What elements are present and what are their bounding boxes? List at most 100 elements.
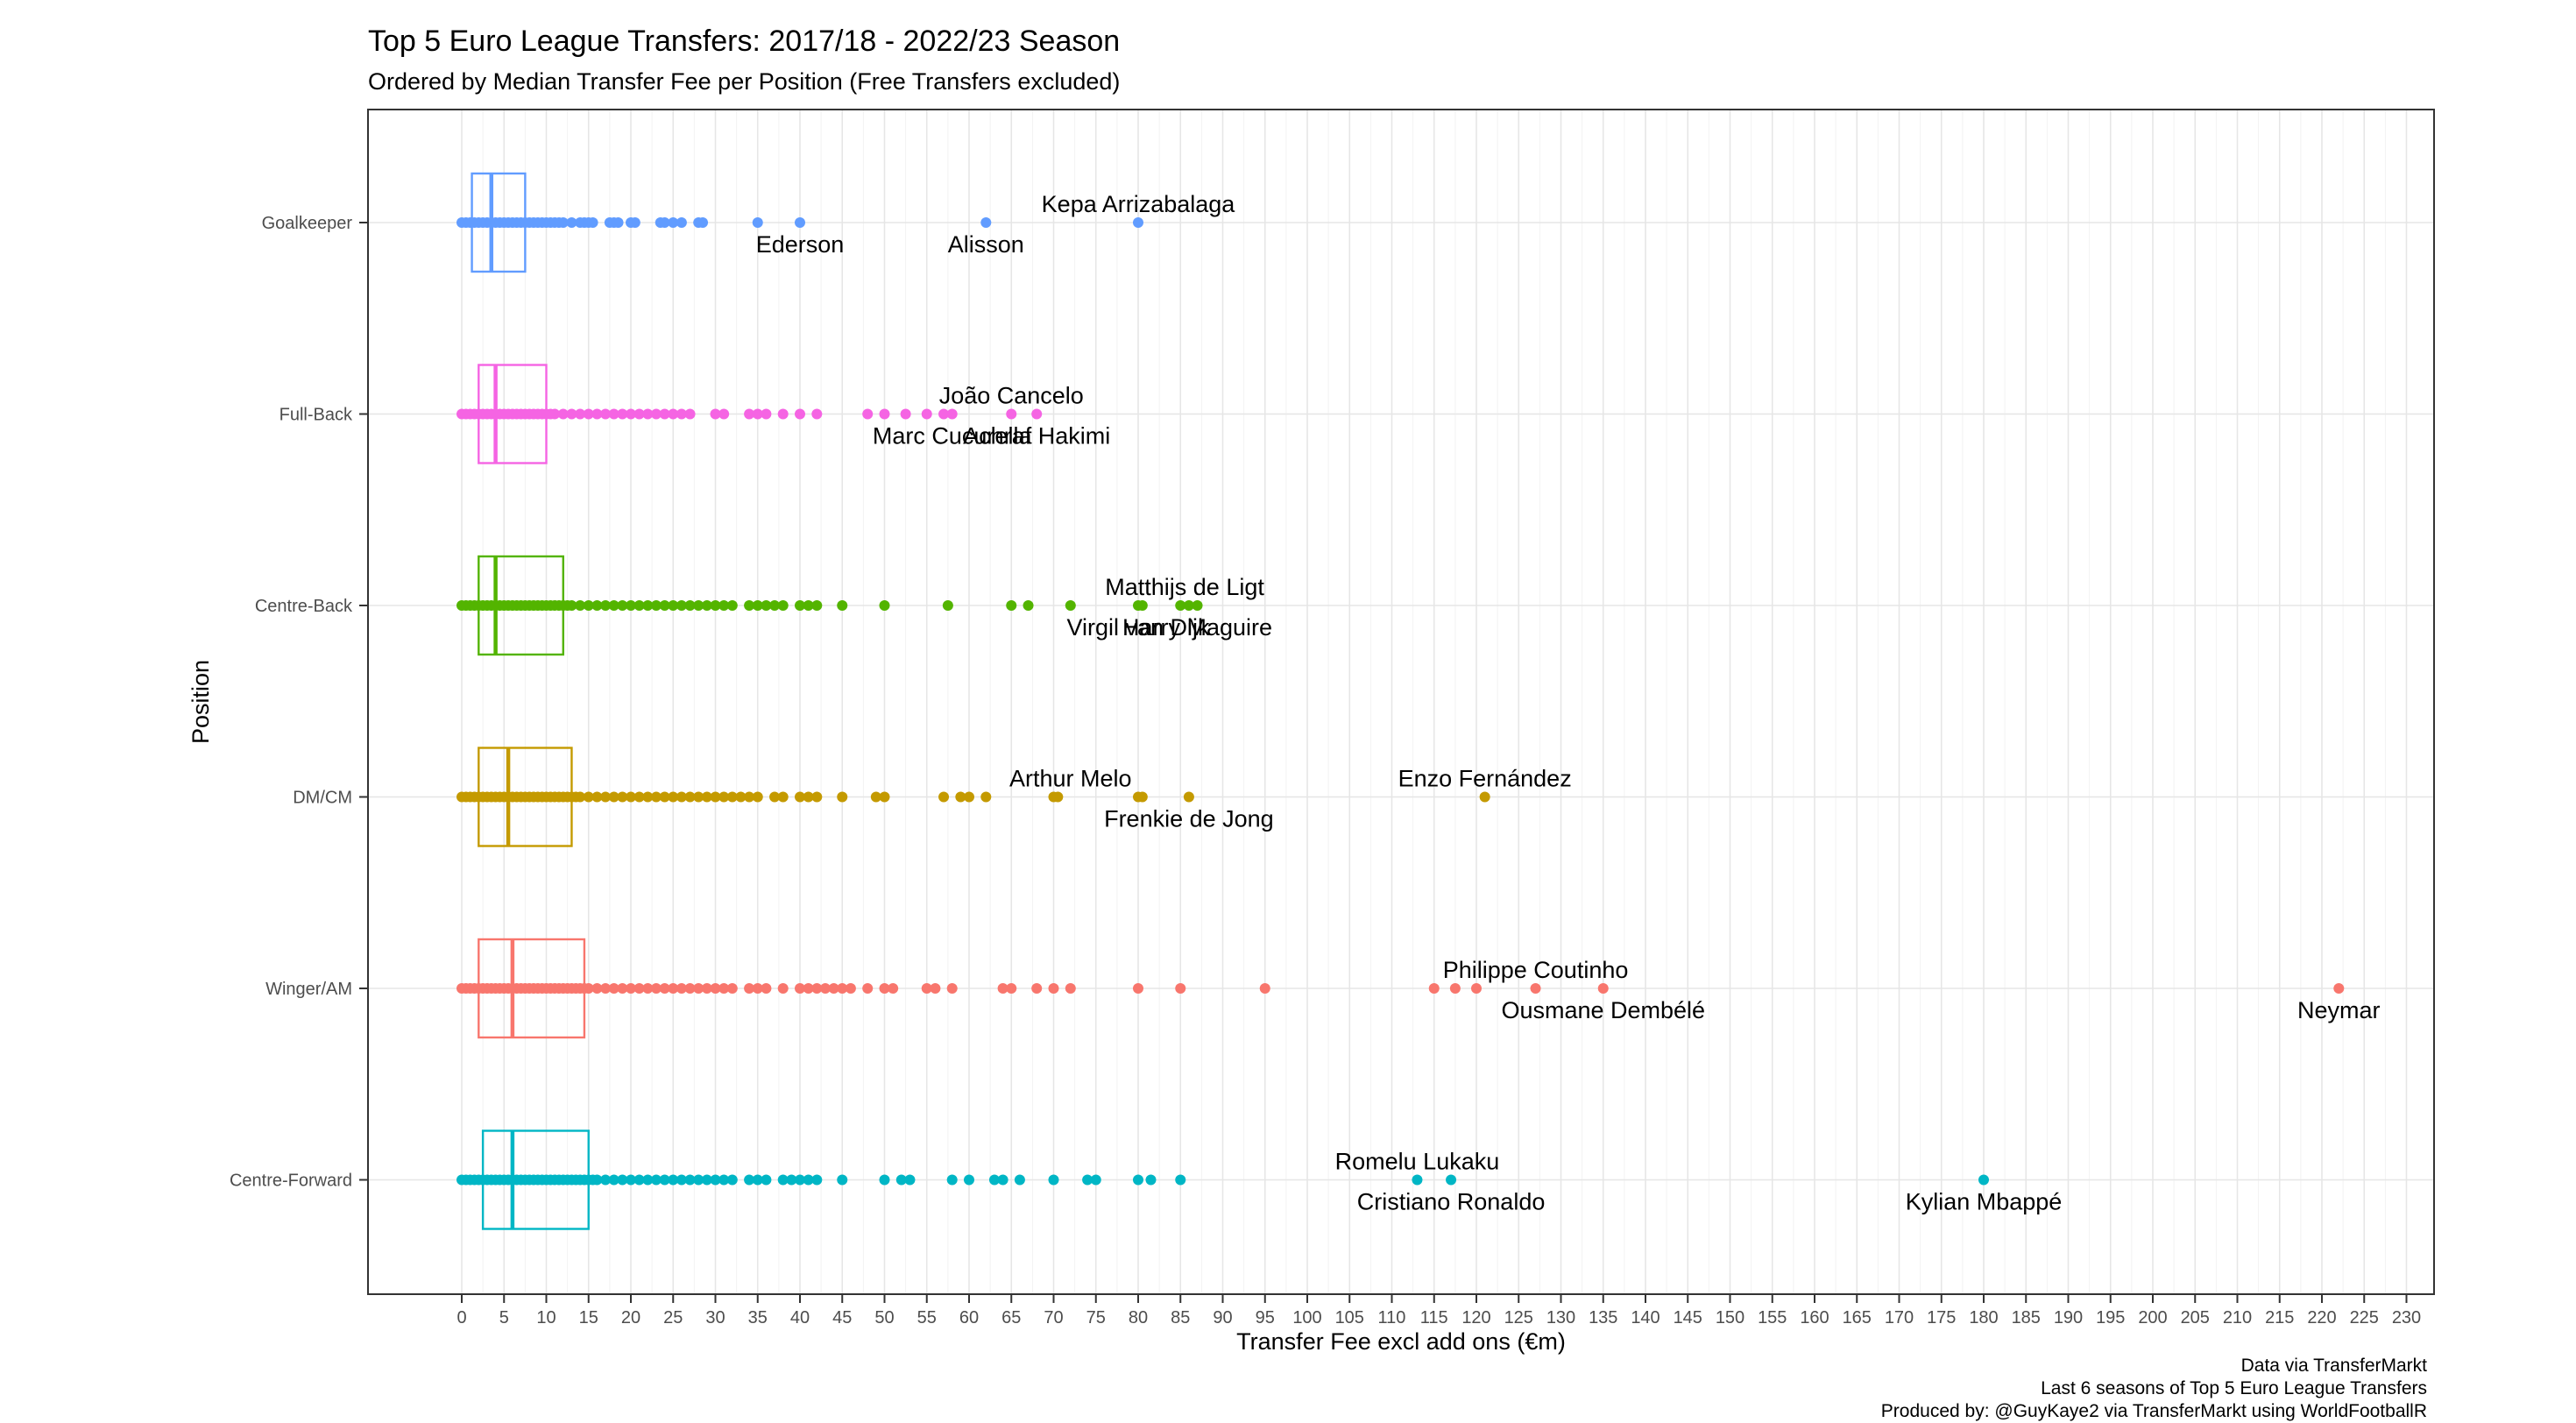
data-point — [1597, 983, 1609, 994]
data-point — [845, 983, 856, 994]
data-point — [942, 600, 953, 611]
data-point — [811, 791, 823, 803]
data-point — [1090, 1174, 1101, 1186]
data-point — [828, 983, 839, 994]
x-tick-label: 145 — [1674, 1308, 1702, 1327]
x-tick-label: 130 — [1546, 1308, 1575, 1327]
data-point — [744, 983, 755, 994]
data-point — [1449, 983, 1461, 994]
data-point — [946, 1174, 958, 1186]
data-point — [1530, 983, 1541, 994]
data-point — [795, 791, 805, 803]
data-point — [811, 408, 823, 420]
data-point — [1052, 791, 1064, 803]
player-label: Ousmane Dembélé — [1501, 997, 1705, 1023]
x-tick-label: 90 — [1213, 1308, 1232, 1327]
data-point — [633, 408, 645, 420]
data-point — [600, 983, 612, 994]
data-point — [642, 600, 654, 611]
grid-lines — [368, 110, 2434, 1294]
player-label: Arthur Melo — [1009, 766, 1132, 792]
y-tick-label: Centre-Forward — [230, 1172, 352, 1191]
data-point — [583, 408, 594, 420]
data-point — [1183, 600, 1194, 611]
x-tick-label: 75 — [1086, 1308, 1106, 1327]
data-point — [811, 600, 823, 611]
data-point — [1145, 1174, 1157, 1186]
axes: Goalkeeper Full-Back Centre-Back DM/CM Winge… — [188, 214, 2421, 1355]
data-point — [626, 791, 636, 803]
data-point — [980, 217, 992, 228]
data-point — [997, 1174, 1008, 1186]
x-tick-label: 20 — [621, 1308, 640, 1327]
data-point — [676, 408, 687, 420]
player-label: Alisson — [948, 231, 1024, 258]
x-tick-label: 225 — [2350, 1308, 2379, 1327]
data-point — [744, 1174, 755, 1186]
x-tick-label: 205 — [2181, 1308, 2210, 1327]
data-point — [617, 791, 628, 803]
caption-line: Produced by: @GuyKaye2 via TransferMarkt… — [1880, 1401, 2427, 1421]
data-point — [1471, 983, 1482, 994]
data-point — [752, 1174, 763, 1186]
x-tick-label: 50 — [874, 1308, 894, 1327]
x-tick-label: 30 — [705, 1308, 725, 1327]
data-point — [587, 217, 598, 228]
x-tick-label: 125 — [1504, 1308, 1533, 1327]
data-point — [1065, 983, 1076, 994]
data-point — [710, 600, 721, 611]
data-point — [769, 600, 781, 611]
data-point — [752, 408, 763, 420]
data-point — [575, 600, 586, 611]
data-point — [575, 791, 586, 803]
data-point — [1259, 983, 1270, 994]
data-point — [803, 791, 814, 803]
x-tick-label: 210 — [2223, 1308, 2252, 1327]
data-point — [718, 408, 730, 420]
data-point — [608, 600, 619, 611]
x-tick-label: 40 — [790, 1308, 810, 1327]
x-tick-label: 200 — [2138, 1308, 2167, 1327]
y-tick-label: Goalkeeper — [262, 214, 353, 233]
y-tick-label: Centre-Back — [255, 597, 353, 616]
x-tick-label: 135 — [1589, 1308, 1617, 1327]
data-point — [786, 1174, 797, 1186]
data-point — [684, 1174, 696, 1186]
data-point — [591, 1174, 603, 1186]
data-point — [795, 1174, 805, 1186]
data-point — [803, 1174, 814, 1186]
data-point — [921, 983, 932, 994]
data-point — [1136, 600, 1148, 611]
player-label: Cristiano Ronaldo — [1357, 1189, 1546, 1215]
annotation-layer: Ederson Alisson Kepa Arrizabalaga João Canc… — [756, 191, 2381, 1215]
data-point — [591, 791, 603, 803]
data-point — [888, 983, 899, 994]
data-point — [600, 600, 612, 611]
data-point — [566, 600, 577, 611]
x-tick-label: 190 — [2054, 1308, 2083, 1327]
data-point — [612, 217, 624, 228]
data-point — [549, 408, 561, 420]
data-point — [1082, 1174, 1093, 1186]
player-label: Virgil van Dijk — [1066, 614, 1210, 641]
data-point — [701, 983, 712, 994]
data-point — [744, 600, 755, 611]
data-point — [946, 983, 958, 994]
data-point — [803, 983, 814, 994]
data-point — [633, 983, 645, 994]
y-tick-label: Winger/AM — [265, 980, 352, 999]
x-tick-label: 150 — [1716, 1308, 1744, 1327]
data-point — [608, 408, 619, 420]
data-point — [583, 791, 594, 803]
data-point — [608, 1174, 619, 1186]
data-point — [650, 983, 662, 994]
data-point — [1023, 600, 1034, 611]
data-point — [879, 1174, 890, 1186]
data-point — [668, 791, 679, 803]
data-point — [583, 983, 594, 994]
data-point — [633, 1174, 645, 1186]
data-point — [938, 791, 950, 803]
data-point — [726, 983, 738, 994]
chart-caption: Data via TransferMarkt Last 6 seasons of… — [1881, 1355, 2427, 1423]
